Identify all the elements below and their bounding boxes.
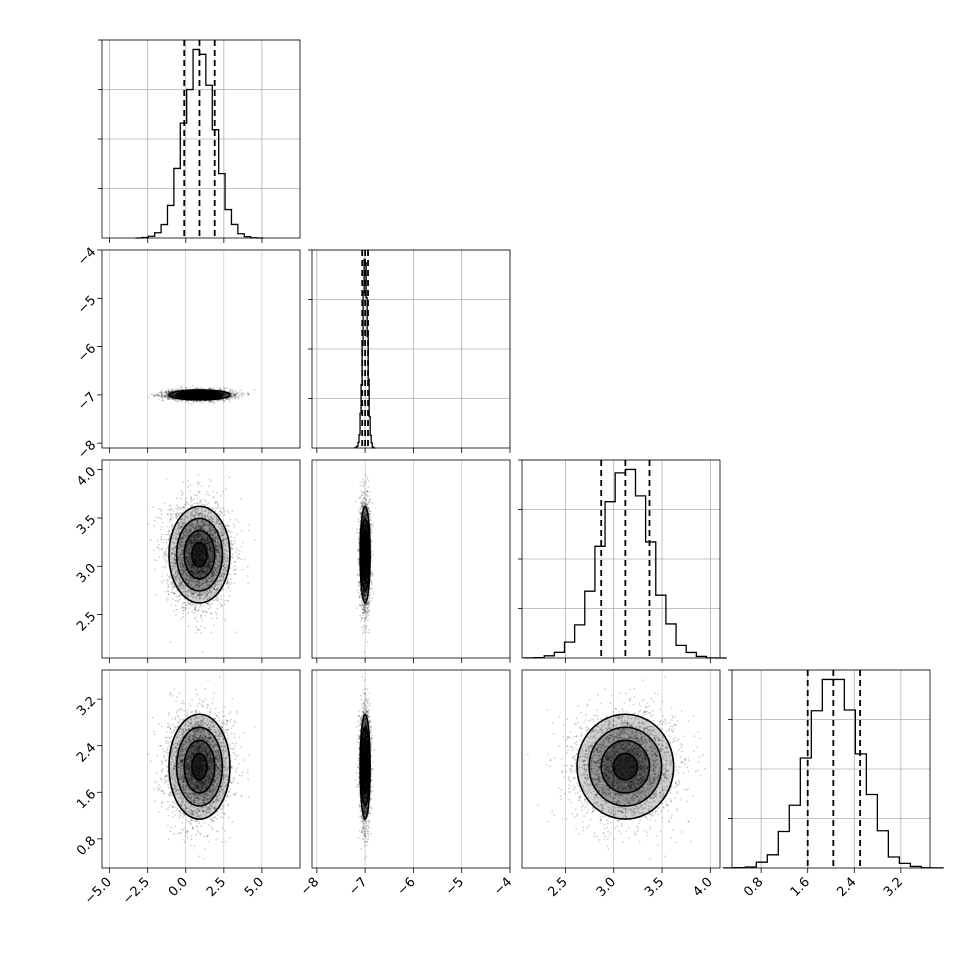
x-tick-label: −5.0 [82, 875, 115, 908]
x-tick-label: 3.5 [642, 875, 667, 900]
panel-3-3: 0.8 1.6 2.4 3.2 [722, 669, 945, 900]
panel-border [101, 669, 301, 869]
contour-line [576, 713, 675, 820]
panel-background [312, 460, 510, 658]
density-level [613, 753, 638, 780]
x-tick-label: −2.5 [120, 875, 153, 908]
density-level [191, 753, 208, 780]
x-tick-label: 3.0 [594, 875, 619, 900]
x-tick-label: 1.6 [788, 875, 813, 900]
contour-line [588, 726, 663, 807]
panel-border [101, 459, 301, 659]
y-tick-label: 1.6 [74, 787, 99, 812]
y-tick-label: −8 [75, 438, 99, 462]
contour-line [361, 541, 369, 568]
panel-border [521, 669, 721, 869]
contour-line [191, 541, 208, 568]
panel-2-1 [311, 459, 511, 663]
contour-line [361, 752, 369, 781]
panel-border [311, 669, 511, 869]
y-tick-label: 4.0 [74, 464, 99, 489]
density-level [362, 753, 368, 780]
panel-2-2 [518, 459, 727, 663]
panel-3-1: −8 −7 −6 −5 −4 [298, 669, 515, 899]
y-tick-label: 2.5 [74, 609, 99, 634]
y-tick-label: −5 [75, 293, 99, 317]
x-tick-label: −8 [298, 875, 322, 899]
contour-line [191, 752, 208, 781]
panel-3-0: 3.2 2.4 1.6 0.8 −5.0 −2.5 0.0 2.5 5.0 [74, 669, 301, 908]
x-tick-label: 3.2 [881, 875, 906, 900]
x-tick-label: 5.0 [242, 875, 267, 900]
panel-1-0: −4 −5 −6 −7 −8 [75, 245, 301, 462]
panel-border [101, 249, 301, 449]
x-tick-label: 2.4 [834, 875, 859, 900]
contour-line [183, 739, 216, 794]
density-level [191, 392, 208, 398]
panel-1-1 [308, 249, 511, 453]
y-tick-label: −6 [75, 341, 99, 365]
panel-border [311, 459, 511, 659]
y-tick-label: 3.0 [74, 561, 99, 586]
contour-line [168, 713, 231, 820]
contour-line [183, 529, 216, 580]
panel-background [312, 670, 510, 868]
density-level [362, 542, 368, 567]
x-tick-label: 2.5 [546, 875, 571, 900]
y-tick-label: −7 [75, 390, 99, 414]
contour-line [168, 505, 231, 604]
x-tick-label: 2.5 [204, 875, 229, 900]
y-tick-label: 2.4 [74, 740, 99, 765]
y-tick-label: 3.2 [74, 694, 99, 719]
histogram-1 [354, 258, 376, 449]
density-level [191, 542, 208, 567]
panel-3-2: 2.5 3.0 3.5 4.0 [521, 669, 721, 900]
y-tick-label: 3.5 [74, 513, 99, 538]
panel-2-0: 4.0 3.5 3.0 2.5 [74, 459, 301, 663]
x-tick-label: −7 [346, 875, 370, 899]
contour-line [175, 726, 224, 807]
panel-background [102, 250, 300, 448]
contour-line [612, 752, 639, 781]
x-tick-label: 0.8 [741, 875, 766, 900]
x-tick-label: −4 [491, 875, 515, 899]
panel-0-0 [98, 39, 301, 243]
x-tick-label: −5 [443, 875, 467, 899]
contour-line [191, 391, 208, 399]
histogram-3 [722, 678, 945, 869]
y-tick-label: 0.8 [74, 834, 99, 859]
contour-line [600, 739, 651, 794]
x-tick-label: 4.0 [690, 875, 715, 900]
x-tick-label: −6 [395, 875, 419, 899]
contour-line [175, 517, 224, 592]
y-tick-label: −4 [75, 245, 99, 269]
x-tick-label: 0.0 [166, 875, 191, 900]
